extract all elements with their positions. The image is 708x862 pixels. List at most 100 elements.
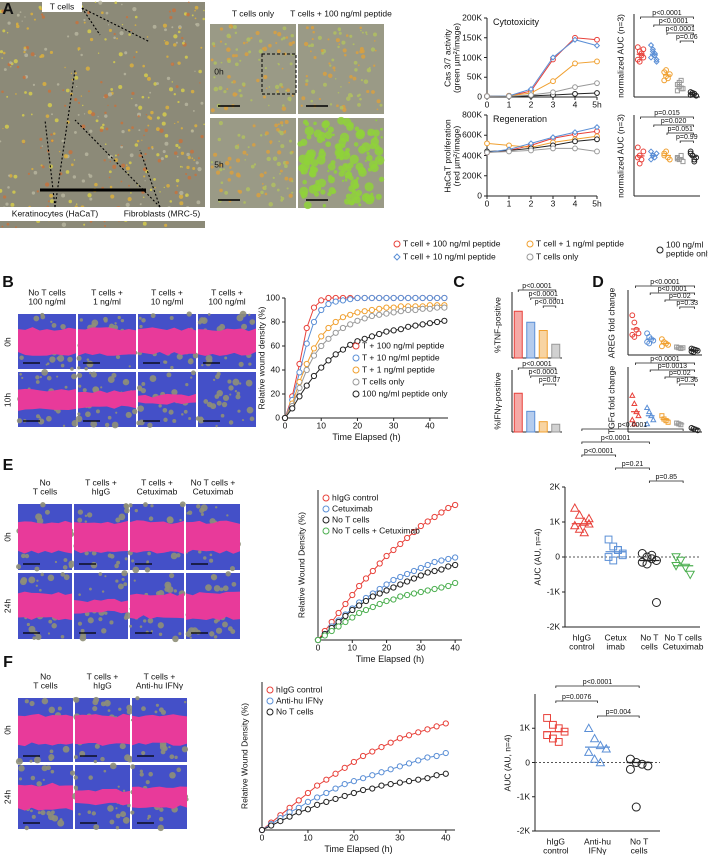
data-point — [579, 527, 590, 537]
cell-texture — [364, 159, 368, 163]
legend-marker — [393, 240, 401, 248]
cell-texture — [16, 65, 20, 69]
cell-texture — [130, 764, 136, 770]
wound-area — [75, 788, 130, 806]
data-point — [650, 337, 657, 344]
cell-texture — [147, 146, 151, 150]
cell-texture — [282, 104, 285, 107]
cell-texture — [89, 371, 92, 375]
data-point — [506, 148, 512, 155]
data-point — [574, 523, 585, 533]
significance-bracket — [640, 116, 694, 119]
cell-texture — [116, 560, 121, 565]
cell-texture — [47, 102, 53, 108]
cell-texture — [102, 123, 105, 127]
cell-texture — [21, 139, 26, 144]
cell-texture — [111, 421, 119, 429]
micrograph-label: T cells — [49, 1, 75, 12]
cell-texture — [287, 96, 292, 101]
cell-texture — [269, 140, 273, 144]
data-point — [321, 632, 328, 639]
wound-area — [74, 598, 128, 614]
data-point — [359, 752, 367, 760]
data-point — [369, 748, 376, 755]
cell-texture — [237, 409, 241, 413]
p-value: p=0.36 — [676, 376, 698, 384]
data-point — [651, 50, 658, 57]
cell-texture — [169, 573, 175, 579]
cell-texture — [264, 171, 267, 174]
cell-texture — [237, 174, 241, 178]
bar — [513, 392, 523, 433]
cell-texture — [280, 195, 283, 198]
cell-texture — [120, 811, 127, 818]
cell-texture — [29, 759, 33, 763]
cell-texture — [159, 807, 164, 812]
data-point — [296, 384, 303, 392]
cell-texture — [116, 37, 119, 40]
data-point — [604, 535, 613, 544]
data-point — [666, 156, 673, 163]
data-point — [347, 311, 354, 318]
cell-texture — [90, 371, 97, 378]
data-point — [339, 346, 347, 353]
data-point — [484, 149, 490, 156]
cell-texture — [147, 96, 150, 99]
p-value: p<0.0001 — [528, 290, 558, 298]
cell-texture — [127, 172, 129, 174]
cell-texture — [119, 743, 126, 750]
data-point — [424, 561, 431, 569]
cell-texture — [143, 502, 148, 508]
cell-texture — [181, 413, 184, 416]
cell-texture — [338, 137, 347, 146]
cell-texture — [216, 400, 222, 406]
legend-marker — [352, 390, 360, 398]
cell-texture — [220, 61, 223, 64]
cell-texture — [268, 43, 272, 48]
cell-texture — [359, 49, 363, 54]
cell-texture — [39, 137, 43, 141]
series-line — [486, 147, 598, 153]
cell-texture — [259, 173, 264, 178]
data-point — [390, 309, 397, 316]
cell-texture — [300, 138, 308, 146]
cell-texture — [379, 103, 383, 107]
data-point — [335, 623, 342, 630]
cell-texture — [291, 180, 294, 183]
cell-texture — [220, 413, 225, 418]
cell-texture — [160, 157, 164, 161]
legend-marker — [352, 378, 360, 386]
data-point — [424, 775, 431, 782]
data-point — [685, 570, 696, 580]
cell-texture — [377, 157, 382, 162]
cell-texture — [193, 159, 196, 162]
data-point — [390, 546, 397, 554]
wound-area — [18, 388, 76, 411]
series-line — [486, 135, 598, 148]
cell-texture — [45, 114, 50, 118]
cell-texture — [77, 366, 81, 370]
cell-texture — [117, 583, 124, 590]
cell-texture — [332, 133, 335, 137]
significance-bracket — [679, 140, 694, 143]
cell-texture — [63, 154, 68, 159]
cell-texture — [347, 162, 354, 169]
data-point — [397, 573, 404, 581]
cell-texture — [41, 145, 44, 147]
cell-texture — [222, 168, 225, 171]
legend-marker — [352, 342, 360, 350]
cell-texture — [302, 179, 307, 185]
cell-texture — [107, 805, 114, 812]
cell-texture — [127, 803, 131, 808]
cell-texture — [76, 355, 82, 361]
cell-texture — [209, 558, 214, 563]
wound-area — [78, 390, 136, 409]
cell-texture — [264, 185, 267, 188]
cell-texture — [44, 509, 50, 515]
cell-texture — [151, 146, 154, 149]
cell-texture — [125, 202, 130, 208]
cell-texture — [323, 82, 327, 87]
cell-texture — [40, 164, 43, 167]
cell-texture — [231, 581, 237, 587]
data-point — [691, 158, 698, 165]
